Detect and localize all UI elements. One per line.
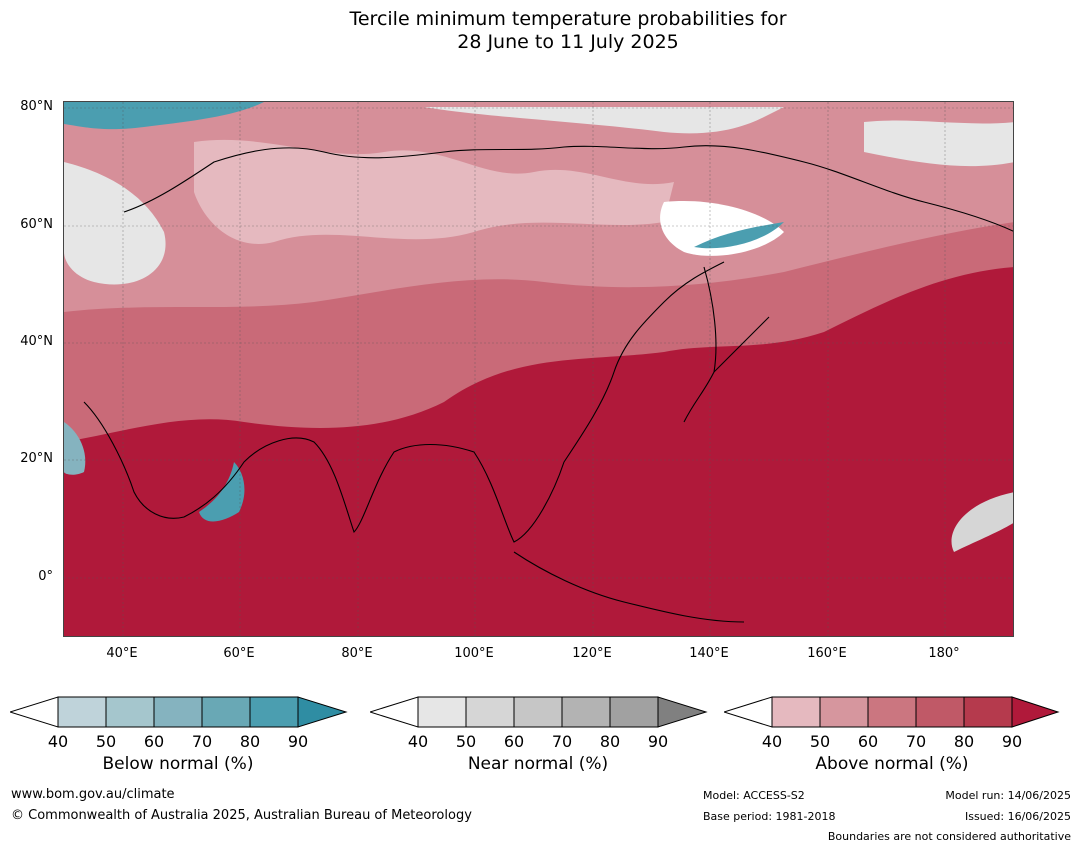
colorbar-below-swatch [201,696,251,728]
colorbar-above-tick: 50 [809,732,831,751]
colorbar-above-tick: 40 [761,732,783,751]
lat-label-40n: 40°N [20,334,53,349]
colorbar-above-tick: 70 [905,732,927,751]
model-text: Model: ACCESS-S2 [703,789,805,802]
lon-label-120e: 120°E [572,646,612,661]
website-link[interactable]: www.bom.gov.au/climate [11,787,175,802]
lat-label-0: 0° [38,569,53,584]
colorbar-above-swatch [867,696,917,728]
title-line-2: 28 June to 11 July 2025 [457,31,679,53]
colorbar-above-tick: 60 [857,732,879,751]
lon-label-100e: 100°E [454,646,494,661]
map-region-arctic-near [864,120,1013,167]
map-region-europe-near [64,162,166,285]
colorbar-above-swatch [819,696,869,728]
colorbar-below-tick: 80 [239,732,261,751]
colorbar-above-tick: 90 [1001,732,1023,751]
colorbar-above-tick: 80 [953,732,975,751]
lon-label-140e: 140°E [689,646,729,661]
colorbar-near-swatch [417,696,467,728]
colorbar-above-high-arrow [1011,696,1060,728]
copyright-text: © Commonwealth of Australia 2025, Austra… [11,808,472,823]
colorbar-below-swatches [10,696,348,728]
lon-label-80e: 80°E [341,646,373,661]
colorbar-near-swatches [370,696,708,728]
map-region-siberia [194,139,674,244]
colorbar-near-low-arrow [370,696,419,728]
map-region-pacific-near [951,492,1013,552]
colorbar-above-swatch [963,696,1013,728]
map-graphic [64,102,1013,636]
lon-label-180: 180° [928,646,960,661]
colorbar-near-tick: 60 [503,732,525,751]
colorbar-near-tick: 40 [407,732,429,751]
colorbar-near-swatch [561,696,611,728]
colorbar-above-swatches [724,696,1060,728]
lon-label-160e: 160°E [807,646,847,661]
lat-label-60n: 60°N [20,217,53,232]
colorbar-below-tick: 40 [47,732,69,751]
colorbar-above-title: Above normal (%) [815,754,969,774]
map-region-arctic-white [424,107,784,134]
map-title: Tercile minimum temperature probabilitie… [0,8,1081,54]
colorbar-near-tick: 70 [551,732,573,751]
colorbar-above-swatch [771,696,821,728]
map-region-okhotsk-below [694,222,784,249]
lon-label-60e: 60°E [223,646,255,661]
colorbar-near-tick: 90 [647,732,669,751]
colorbar-below-swatch [105,696,155,728]
issued-text: Issued: 16/06/2025 [964,810,1071,823]
map-region-arctic-below [64,102,264,130]
map-region-africa-below [64,422,86,475]
probability-map [63,101,1014,637]
lon-label-40e: 40°E [106,646,138,661]
colorbar-below-tick: 90 [287,732,309,751]
colorbar-below-high-arrow [297,696,348,728]
colorbar-near-swatch [513,696,563,728]
colorbar-near-swatch [609,696,659,728]
lat-label-80n: 80°N [20,99,53,114]
base-period-text: Base period: 1981-2018 [703,810,836,823]
colorbar-near-swatch [465,696,515,728]
colorbar-below-swatch [153,696,203,728]
colorbar-above-swatch [915,696,965,728]
title-line-1: Tercile minimum temperature probabilitie… [349,8,787,30]
colorbar-below-title: Below normal (%) [102,754,254,774]
disclaimer-text: Boundaries are not considered authoritat… [827,830,1071,843]
model-run-text: Model run: 14/06/2025 [945,789,1071,802]
map-gridlines [64,102,1013,636]
colorbar-below-tick: 50 [95,732,117,751]
colorbar-near-title: Near normal (%) [467,754,609,774]
colorbar-above-low-arrow [724,696,773,728]
colorbar-below-tick: 60 [143,732,165,751]
colorbar-below-tick: 70 [191,732,213,751]
colorbar-below-low-arrow [10,696,59,728]
colorbar-below-swatch [249,696,299,728]
colorbar-near-tick: 50 [455,732,477,751]
colorbar-near-tick: 80 [599,732,621,751]
map-coastlines [83,145,1013,623]
colorbar-below-swatch [57,696,107,728]
lat-label-20n: 20°N [20,451,53,466]
colorbar-near-high-arrow [657,696,708,728]
map-region-east-white [660,201,784,256]
